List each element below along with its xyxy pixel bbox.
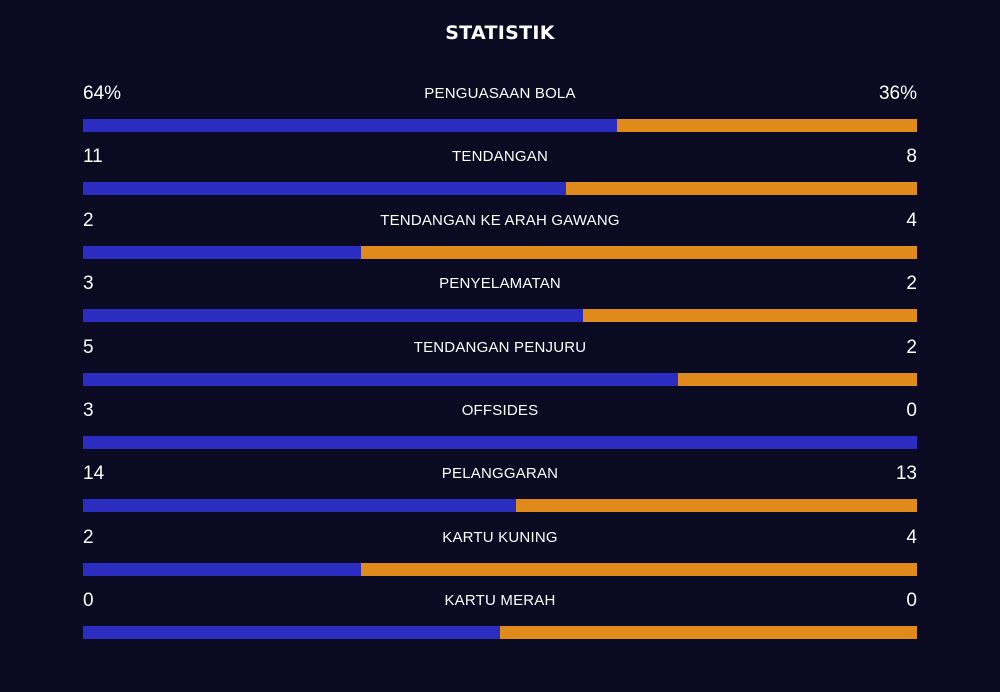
stat-label: TENDANGAN: [452, 148, 548, 166]
home-bar-segment: [83, 372, 679, 386]
stat-row-header: 5 TENDANGAN PENJURU 2: [83, 333, 917, 363]
stat-label: PENYELAMATAN: [439, 275, 561, 293]
stat-label: OFFSIDES: [461, 401, 539, 419]
comparison-bar: [83, 245, 917, 259]
home-value: 11: [83, 146, 103, 168]
home-bar-segment: [83, 245, 361, 259]
away-value: 8: [906, 146, 917, 168]
stat-label: KARTU KUNING: [442, 528, 558, 546]
away-value: 0: [906, 590, 917, 612]
away-bar-segment: [515, 499, 917, 513]
home-value: 2: [83, 526, 94, 548]
stat-row: 3 OFFSIDES 0: [83, 396, 917, 459]
stats-title: STATISTIK: [445, 22, 555, 44]
home-bar-segment: [83, 309, 584, 323]
away-value: 0: [906, 399, 917, 421]
comparison-bar: [83, 499, 917, 513]
home-bar-segment: [83, 562, 361, 576]
stat-row-header: 3 PENYELAMATAN 2: [83, 269, 917, 299]
comparison-bar: [83, 626, 917, 640]
comparison-bar: [83, 182, 917, 196]
comparison-bar: [83, 119, 917, 132]
home-value: 3: [83, 273, 94, 295]
comparison-bar: [83, 309, 917, 323]
away-bar-segment: [360, 245, 917, 259]
home-value: 0: [83, 590, 94, 612]
stat-row: 0 KARTU MERAH 0: [83, 586, 917, 649]
away-value: 2: [906, 273, 917, 295]
away-bar-segment: [678, 372, 917, 386]
stats-list: 64% PENGUASAAN BOLA 36% 11 TENDANGAN 8 2 TENDAN…: [83, 79, 917, 650]
home-bar-segment: [83, 626, 500, 640]
stat-row: 3 PENYELAMATAN 2: [83, 269, 917, 332]
away-value: 36%: [878, 83, 917, 104]
away-value: 13: [895, 463, 917, 485]
stat-row-header: 2 TENDANGAN KE ARAH GAWANG 4: [83, 206, 917, 236]
stat-row-header: 64% PENGUASAAN BOLA 36%: [83, 79, 917, 109]
home-bar-segment: [83, 182, 566, 196]
home-bar-segment: [83, 499, 516, 513]
home-bar-segment: [83, 435, 917, 449]
stat-row-header: 11 TENDANGAN 8: [83, 142, 917, 172]
comparison-bar: [83, 372, 917, 386]
away-bar-segment: [616, 119, 917, 132]
away-bar-segment: [565, 182, 917, 196]
stat-row: 64% PENGUASAAN BOLA 36%: [83, 79, 917, 142]
stat-label: PENGUASAAN BOLA: [424, 85, 576, 102]
home-value: 64%: [83, 83, 122, 104]
stat-row-header: 14 PELANGGARAN 13: [83, 459, 917, 489]
home-value: 2: [83, 209, 94, 231]
stat-row: 2 KARTU KUNING 4: [83, 523, 917, 586]
stat-row: 2 TENDANGAN KE ARAH GAWANG 4: [83, 206, 917, 269]
stat-row-header: 3 OFFSIDES 0: [83, 396, 917, 426]
away-bar-segment: [500, 626, 917, 640]
away-bar-segment: [360, 562, 917, 576]
home-value: 14: [83, 463, 105, 485]
comparison-bar: [83, 435, 917, 449]
away-value: 2: [906, 336, 917, 358]
stat-label: TENDANGAN KE ARAH GAWANG: [380, 211, 620, 229]
stat-row: 5 TENDANGAN PENJURU 2: [83, 333, 917, 396]
home-value: 5: [83, 336, 94, 358]
home-value: 3: [83, 399, 94, 421]
stat-row: 11 TENDANGAN 8: [83, 142, 917, 205]
home-bar-segment: [83, 119, 617, 132]
stat-label: TENDANGAN PENJURU: [413, 338, 587, 356]
stat-label: PELANGGARAN: [441, 465, 559, 483]
stat-row-header: 2 KARTU KUNING 4: [83, 523, 917, 553]
away-value: 4: [906, 209, 917, 231]
stat-row-header: 0 KARTU MERAH 0: [83, 586, 917, 616]
comparison-bar: [83, 562, 917, 576]
away-value: 4: [906, 526, 917, 548]
stat-label: KARTU MERAH: [444, 592, 556, 610]
stat-row: 14 PELANGGARAN 13: [83, 459, 917, 522]
away-bar-segment: [583, 309, 917, 323]
